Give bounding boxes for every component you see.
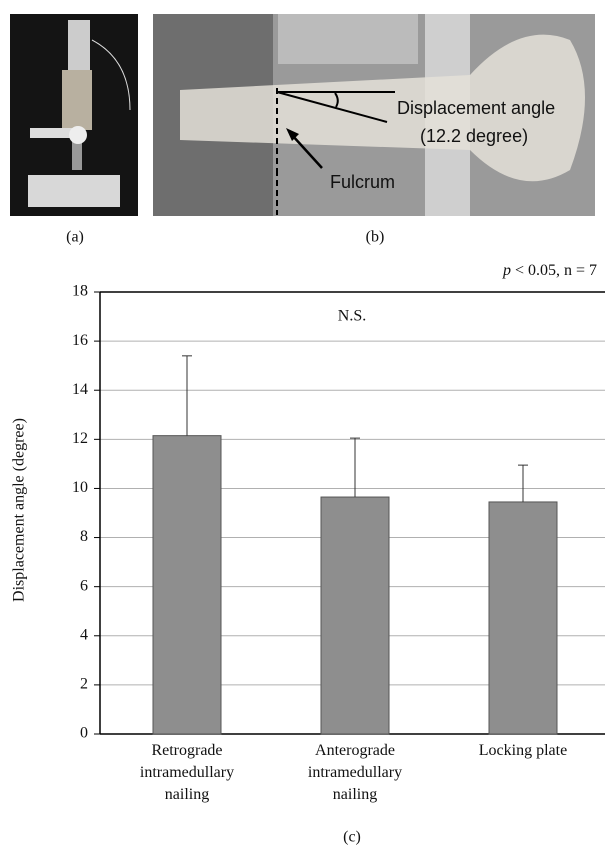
x-tick-label: Retrograde intramedullary nailing xyxy=(117,740,257,806)
photo-a xyxy=(10,14,138,216)
significance-label: N.S. xyxy=(338,308,366,325)
y-tick-label: 6 xyxy=(80,577,88,594)
y-tick-label: 10 xyxy=(72,479,88,496)
bar xyxy=(153,436,221,734)
bar xyxy=(321,497,389,734)
y-tick-label: 8 xyxy=(80,528,88,545)
bar xyxy=(489,502,557,734)
y-tick-label: 18 xyxy=(72,283,88,300)
x-tick-label: Locking plate xyxy=(453,740,593,762)
y-tick-label: 12 xyxy=(72,430,88,447)
panel-label: (c) xyxy=(343,829,361,846)
photo-annotation: Displacement angle xyxy=(397,98,555,118)
y-tick-label: 14 xyxy=(72,381,88,398)
x-tick-label: Anterograde intramedullary nailing xyxy=(285,740,425,806)
photo-annotation: Fulcrum xyxy=(330,172,395,192)
stats-annotation: p < 0.05, n = 7 xyxy=(502,262,597,279)
photo-annotation: (12.2 degree) xyxy=(420,126,528,146)
y-tick-label: 0 xyxy=(80,725,88,742)
y-axis-label: Displacement angle (degree) xyxy=(11,418,28,602)
chart: (a) Displacement angle (12.2 degree) Ful… xyxy=(0,0,605,850)
panel-label: (b) xyxy=(366,229,385,246)
stats-symbol: p xyxy=(502,262,511,279)
y-tick-label: 4 xyxy=(80,626,88,643)
stats-text: < 0.05, n = 7 xyxy=(515,262,597,279)
y-tick-label: 2 xyxy=(80,676,88,693)
figure: (a) Displacement angle (12.2 degree) Ful… xyxy=(0,0,605,850)
panel-label: (a) xyxy=(66,229,84,246)
y-tick-label: 16 xyxy=(72,332,88,349)
